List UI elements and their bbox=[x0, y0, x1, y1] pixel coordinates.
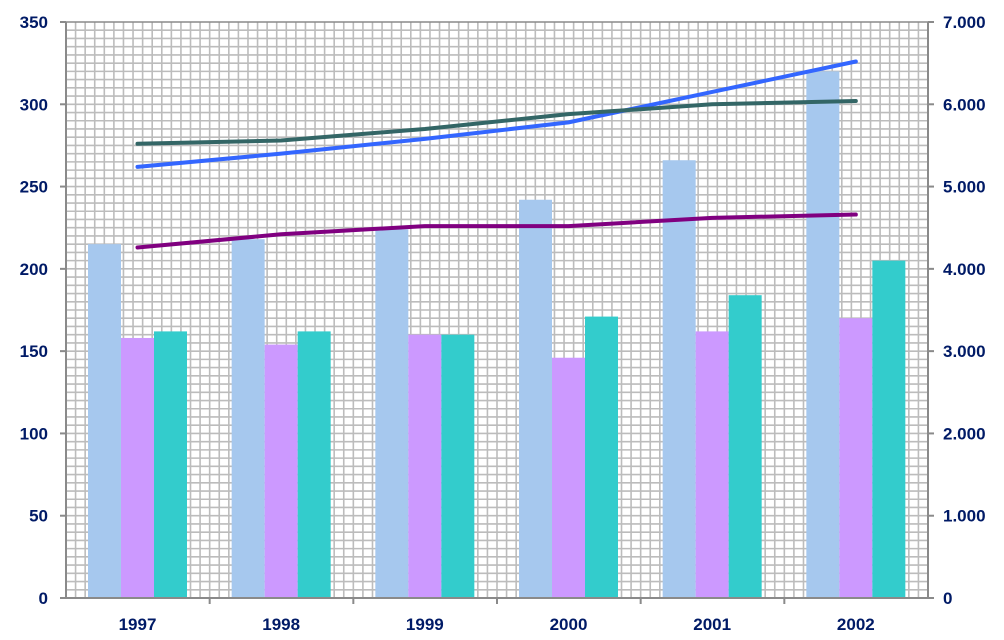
bar-s1-1998 bbox=[231, 239, 265, 598]
y2-tick-label: 2.000 bbox=[943, 424, 986, 443]
line-series-3 bbox=[135, 212, 858, 250]
bars bbox=[88, 71, 906, 599]
bar-s1-1999 bbox=[375, 229, 409, 599]
line-series-2 bbox=[135, 98, 858, 146]
x-tick-label: 2001 bbox=[693, 615, 731, 634]
bar-s3-2000 bbox=[585, 316, 618, 598]
tick-labels: 0 50 100 150 200 250 300 350 0 1.000 2.000 3.000 4.0… bbox=[20, 13, 986, 634]
y-tick-label: 300 bbox=[20, 95, 48, 114]
bar-s3-1999 bbox=[441, 334, 475, 598]
bar-s1-2002 bbox=[806, 71, 840, 598]
y-tick-label: 100 bbox=[20, 424, 48, 443]
y2-tick-label: 3.000 bbox=[943, 342, 986, 361]
lines bbox=[135, 59, 858, 250]
bar-s2-2002 bbox=[839, 318, 873, 598]
y-tick-label: 50 bbox=[29, 507, 48, 526]
bar-s2-1998 bbox=[264, 344, 298, 598]
y-tick-label: 200 bbox=[20, 260, 48, 279]
bar-s2-1997 bbox=[121, 337, 154, 598]
x-tick-label: 2002 bbox=[837, 615, 875, 634]
x-tick-label: 1998 bbox=[262, 615, 300, 634]
bar-s1-2001 bbox=[662, 160, 696, 599]
y-tick-label: 0 bbox=[39, 589, 48, 608]
y2-tick-label: 4.000 bbox=[943, 260, 986, 279]
y-tick-label: 250 bbox=[20, 178, 48, 197]
y-tick-label: 150 bbox=[20, 342, 48, 361]
bar-s1-2000 bbox=[519, 199, 552, 599]
y2-tick-label: 1.000 bbox=[943, 507, 986, 526]
x-tick-label: 1999 bbox=[406, 615, 444, 634]
bar-s3-1997 bbox=[154, 331, 187, 598]
line-series-1 bbox=[135, 59, 858, 169]
bar-s2-2001 bbox=[695, 331, 729, 598]
bar-s3-2001 bbox=[728, 295, 762, 598]
x-tick-label: 1997 bbox=[119, 615, 157, 634]
y2-tick-label: 7.000 bbox=[943, 13, 986, 32]
y2-tick-label: 6.000 bbox=[943, 95, 986, 114]
y2-tick-label: 5.000 bbox=[943, 178, 986, 197]
bar-s2-2000 bbox=[552, 357, 585, 598]
y-tick-label: 350 bbox=[20, 13, 48, 32]
bar-s1-1997 bbox=[88, 244, 121, 598]
bar-s2-1999 bbox=[408, 334, 442, 598]
bar-s3-1998 bbox=[297, 331, 331, 598]
x-tick-label: 2000 bbox=[550, 615, 588, 634]
y2-tick-label: 0 bbox=[943, 589, 952, 608]
axes bbox=[60, 21, 934, 604]
bar-s3-2002 bbox=[872, 260, 906, 598]
